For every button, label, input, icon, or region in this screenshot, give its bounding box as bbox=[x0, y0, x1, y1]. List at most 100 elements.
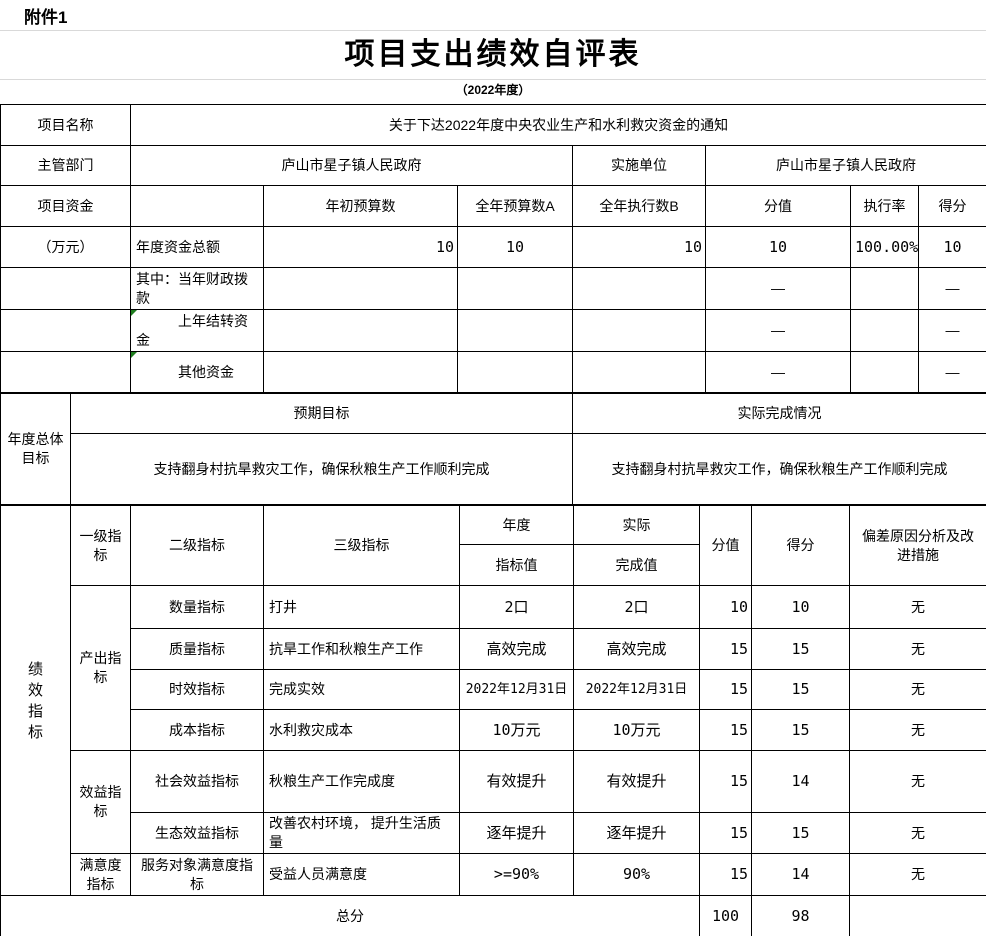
indicator-l2: 生态效益指标 bbox=[130, 812, 264, 854]
funds-empty-cell bbox=[130, 185, 264, 227]
indicator-target: >=90% bbox=[459, 853, 574, 896]
indicator-l2: 时效指标 bbox=[130, 669, 264, 710]
funds-table: 项目名称 关于下达2022年度中央农业生产和水利救灾资金的通知 主管部门 庐山市… bbox=[0, 104, 986, 393]
funds-unit: （万元） bbox=[0, 226, 131, 268]
dept-value: 庐山市星子镇人民政府 bbox=[130, 145, 573, 186]
indicator-target: 有效提升 bbox=[459, 750, 574, 813]
page-title: 项目支出绩效自评表 bbox=[0, 31, 986, 80]
indicator-weight: 15 bbox=[699, 628, 752, 670]
empty-cell bbox=[263, 309, 458, 352]
indicator-remark: 无 bbox=[849, 812, 986, 854]
empty-cell bbox=[572, 309, 706, 352]
fund-exec-value: 10 bbox=[572, 226, 706, 268]
indicator-remark: 无 bbox=[849, 853, 986, 896]
indicator-weight: 15 bbox=[699, 750, 752, 813]
empty-cell bbox=[263, 351, 458, 393]
indicator-target: 2口 bbox=[459, 585, 574, 629]
indicator-target: 逐年提升 bbox=[459, 812, 574, 854]
indicator-remark: 无 bbox=[849, 669, 986, 710]
indicator-l2: 数量指标 bbox=[130, 585, 264, 629]
page-subtitle: （2022年度） bbox=[455, 83, 531, 97]
dash-cell: — bbox=[705, 351, 851, 393]
indicator-actual: 高效完成 bbox=[573, 628, 700, 670]
col-header-score: 得分 bbox=[751, 505, 850, 586]
col-header-actual-bottom: 完成值 bbox=[573, 544, 700, 586]
empty-cell bbox=[572, 351, 706, 393]
indicator-target: 高效完成 bbox=[459, 628, 574, 670]
indicator-weight: 15 bbox=[699, 812, 752, 854]
col-header-target-bottom: 指标值 bbox=[459, 544, 574, 586]
indicator-score: 10 bbox=[751, 585, 850, 629]
funds-label: 项目资金 bbox=[0, 185, 131, 227]
fund-row-label: 其他资金 bbox=[130, 351, 264, 393]
dash-cell: — bbox=[917, 351, 986, 393]
col-header-l1: 一级指 标 bbox=[70, 505, 131, 586]
empty-cell bbox=[457, 351, 573, 393]
goals-table: 年度总体 目标 预期目标 实际完成情况 支持翻身村抗旱救灾工作，确保秋粮生产工作… bbox=[0, 393, 986, 505]
indicator-l3: 改善农村环境， 提升生活质 量 bbox=[263, 812, 460, 854]
indicator-actual: 逐年提升 bbox=[573, 812, 700, 854]
dash-cell: — bbox=[705, 309, 851, 352]
project-name-value: 关于下达2022年度中央农业生产和水利救灾资金的通知 bbox=[129, 104, 986, 146]
indicator-actual: 有效提升 bbox=[573, 750, 700, 813]
indicator-score: 14 bbox=[751, 750, 850, 813]
l1-group-output: 产出指 标 bbox=[70, 585, 131, 751]
col-header-exec-rate: 执行率 bbox=[850, 185, 919, 227]
indicator-weight: 15 bbox=[699, 709, 752, 751]
col-header-remark: 偏差原因分析及改 进措施 bbox=[849, 505, 986, 586]
total-score: 98 bbox=[751, 895, 850, 936]
col-header-year-exec: 全年执行数B bbox=[572, 185, 706, 227]
indicator-remark: 无 bbox=[849, 628, 986, 670]
indicator-score: 15 bbox=[751, 812, 850, 854]
empty-cell bbox=[0, 309, 131, 352]
impl-label: 实施单位 bbox=[572, 145, 706, 186]
empty-cell bbox=[572, 267, 706, 310]
indicator-weight: 15 bbox=[699, 669, 752, 710]
empty-cell bbox=[0, 267, 131, 310]
empty-cell bbox=[850, 309, 919, 352]
fund-begin-value: 10 bbox=[263, 226, 458, 268]
indicator-target: 2022年12月31日 bbox=[459, 669, 574, 710]
indicator-remark: 无 bbox=[849, 585, 986, 629]
indicator-l3: 完成实效 bbox=[263, 669, 460, 710]
l1-group-benefit: 效益指 标 bbox=[70, 750, 131, 854]
indicator-l3: 秋粮生产工作完成度 bbox=[263, 750, 460, 813]
col-header-actual-top: 实际 bbox=[573, 505, 700, 545]
indicator-score: 15 bbox=[751, 628, 850, 670]
col-header-year-budget: 全年预算数A bbox=[457, 185, 573, 227]
indicator-l2: 服务对象满意度指 标 bbox=[130, 853, 264, 896]
fund-weight-value: 10 bbox=[705, 226, 851, 268]
indicator-actual: 90% bbox=[573, 853, 700, 896]
indicator-remark: 无 bbox=[849, 750, 986, 813]
empty-cell bbox=[457, 309, 573, 352]
dash-cell: — bbox=[705, 267, 851, 310]
indicator-weight: 10 bbox=[699, 585, 752, 629]
project-name-label: 项目名称 bbox=[0, 104, 131, 146]
total-label: 总分 bbox=[0, 895, 700, 936]
col-header-weight: 分值 bbox=[699, 505, 752, 586]
indicator-l2: 成本指标 bbox=[130, 709, 264, 751]
indicator-score: 15 bbox=[751, 709, 850, 751]
empty-cell bbox=[850, 267, 919, 310]
dept-label: 主管部门 bbox=[0, 145, 131, 186]
total-weight: 100 bbox=[699, 895, 752, 936]
col-header-l2: 二级指标 bbox=[130, 505, 264, 586]
indicators-table: 绩 效 指 标 一级指 标 二级指标 三级指标 年度 实际 分值 得分 偏差原因… bbox=[0, 505, 986, 936]
indicator-score: 15 bbox=[751, 669, 850, 710]
indicator-l3: 抗旱工作和秋粮生产工作 bbox=[263, 628, 460, 670]
indicator-actual: 2022年12月31日 bbox=[573, 669, 700, 710]
empty-cell bbox=[457, 267, 573, 310]
expected-goal-value: 支持翻身村抗旱救灾工作，确保秋粮生产工作顺利完成 bbox=[70, 433, 573, 505]
indicator-score: 14 bbox=[751, 853, 850, 896]
indicator-l3: 水利救灾成本 bbox=[263, 709, 460, 751]
indicator-actual: 2口 bbox=[573, 585, 700, 629]
l1-group-satisfaction: 满意度 指标 bbox=[70, 853, 131, 896]
empty-cell bbox=[850, 351, 919, 393]
indicator-weight: 15 bbox=[699, 853, 752, 896]
fund-budget-value: 10 bbox=[457, 226, 573, 268]
attachment-label: 附件1 bbox=[0, 0, 986, 31]
indicator-l3: 打井 bbox=[263, 585, 460, 629]
indicator-l2: 质量指标 bbox=[130, 628, 264, 670]
indicators-section-label: 绩 效 指 标 bbox=[0, 505, 71, 896]
col-header-begin-budget: 年初预算数 bbox=[263, 185, 458, 227]
